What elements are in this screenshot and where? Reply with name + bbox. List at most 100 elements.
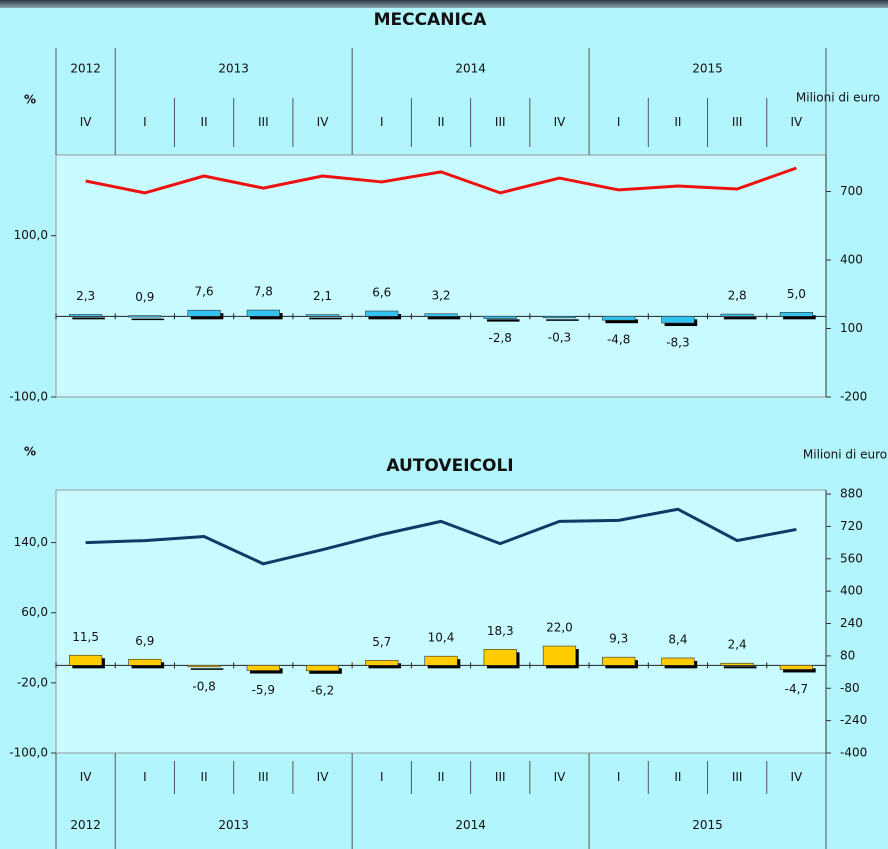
bar bbox=[661, 657, 695, 666]
bar bbox=[483, 648, 517, 666]
quarter-label: IV bbox=[554, 770, 567, 784]
bar bbox=[365, 660, 399, 666]
y-tick-label: 100,0 bbox=[14, 228, 48, 242]
quarter-label: II bbox=[201, 115, 208, 129]
quarter-label: II bbox=[437, 770, 444, 784]
y2-tick-label: 400 bbox=[840, 253, 863, 267]
y-tick-label: 60,0 bbox=[21, 605, 48, 619]
y-tick-label: 140,0 bbox=[14, 535, 48, 549]
data-label: -6,2 bbox=[311, 683, 334, 697]
quarter-label: I bbox=[617, 770, 621, 784]
quarter-label: II bbox=[437, 115, 444, 129]
data-label: 9,3 bbox=[609, 632, 628, 646]
bar-shadow bbox=[72, 317, 105, 320]
year-label: 2012 bbox=[70, 818, 101, 832]
bar bbox=[661, 316, 695, 324]
bar bbox=[69, 654, 103, 666]
y2-tick-label: 720 bbox=[840, 519, 863, 533]
bar bbox=[246, 309, 280, 317]
year-label: 2014 bbox=[455, 818, 486, 832]
y-axis-label: % bbox=[24, 93, 36, 107]
data-label: 7,8 bbox=[254, 285, 273, 299]
bar-shadow bbox=[783, 668, 816, 673]
bar-shadow bbox=[190, 668, 224, 670]
quarter-label: IV bbox=[554, 115, 567, 129]
bar bbox=[187, 665, 221, 668]
bar-shadow bbox=[368, 663, 402, 669]
year-label: 2013 bbox=[218, 818, 249, 832]
y-axis-label: % bbox=[24, 445, 36, 459]
data-label: -4,8 bbox=[607, 333, 630, 347]
quarter-label: III bbox=[732, 770, 743, 784]
year-label: 2013 bbox=[218, 62, 249, 76]
bar bbox=[602, 316, 636, 321]
bar-shadow bbox=[309, 317, 342, 320]
bar-shadow bbox=[486, 319, 520, 322]
data-label: -0,3 bbox=[548, 330, 571, 344]
data-label: 6,6 bbox=[372, 286, 391, 300]
data-label: 2,4 bbox=[728, 638, 747, 652]
year-label: 2015 bbox=[692, 818, 723, 832]
data-label: -4,7 bbox=[785, 682, 808, 696]
data-label: -5,9 bbox=[252, 683, 275, 697]
year-label: 2015 bbox=[692, 62, 723, 76]
data-label: 10,4 bbox=[428, 631, 455, 645]
quarter-label: IV bbox=[791, 770, 804, 784]
data-label: -8,3 bbox=[666, 336, 689, 350]
quarter-label: IV bbox=[80, 770, 93, 784]
bar bbox=[779, 665, 813, 670]
data-label: 7,6 bbox=[195, 285, 214, 299]
bar bbox=[602, 656, 636, 666]
bar bbox=[542, 645, 577, 666]
bar-shadow bbox=[368, 314, 402, 320]
plot-area bbox=[55, 154, 827, 398]
bar-shadow bbox=[427, 316, 461, 320]
quarter-label: II bbox=[674, 115, 681, 129]
data-label: 5,7 bbox=[372, 635, 391, 649]
y-tick-label: -100,0 bbox=[9, 746, 48, 760]
year-label: 2012 bbox=[70, 62, 101, 76]
data-label: 8,4 bbox=[668, 632, 687, 646]
bar bbox=[128, 315, 162, 318]
y2-tick-label: -200 bbox=[840, 390, 867, 404]
bar bbox=[542, 316, 577, 319]
bar bbox=[69, 314, 103, 317]
bar-shadow bbox=[723, 317, 757, 320]
y2-axis-label: Milioni di euro bbox=[803, 448, 887, 462]
quarter-label: I bbox=[143, 770, 147, 784]
chart-title: MECCANICA bbox=[374, 10, 488, 30]
y-tick-label: -100,0 bbox=[9, 390, 48, 404]
y2-tick-label: -80 bbox=[840, 681, 860, 695]
quarter-label: IV bbox=[317, 115, 330, 129]
quarter-label: III bbox=[495, 115, 506, 129]
bar bbox=[779, 311, 813, 317]
bar-shadow bbox=[250, 668, 283, 674]
bar bbox=[483, 316, 517, 319]
y-tick-label: -20,0 bbox=[17, 675, 48, 689]
bar-shadow bbox=[605, 319, 638, 324]
y2-tick-label: -400 bbox=[840, 746, 867, 760]
y2-tick-label: 400 bbox=[840, 584, 863, 598]
data-label: 3,2 bbox=[431, 288, 450, 302]
quarter-label: I bbox=[617, 115, 621, 129]
plot-area bbox=[55, 489, 827, 754]
quarter-label: II bbox=[674, 770, 681, 784]
quarter-label: III bbox=[495, 770, 506, 784]
quarter-label: I bbox=[380, 770, 384, 784]
quarter-label: I bbox=[143, 115, 147, 129]
year-label: 2014 bbox=[455, 62, 486, 76]
bar bbox=[305, 314, 340, 317]
bar-shadow bbox=[546, 319, 579, 321]
bar bbox=[305, 665, 340, 672]
quarter-label: II bbox=[201, 770, 208, 784]
top-bar bbox=[0, 0, 888, 8]
bar-shadow bbox=[723, 666, 757, 669]
bar bbox=[720, 313, 754, 317]
bar bbox=[365, 310, 399, 317]
bar-shadow bbox=[131, 318, 165, 321]
bar bbox=[424, 655, 458, 666]
data-label: 2,8 bbox=[728, 289, 747, 303]
data-label: 11,5 bbox=[72, 630, 99, 644]
quarter-label: III bbox=[258, 115, 269, 129]
quarter-label: I bbox=[380, 115, 384, 129]
